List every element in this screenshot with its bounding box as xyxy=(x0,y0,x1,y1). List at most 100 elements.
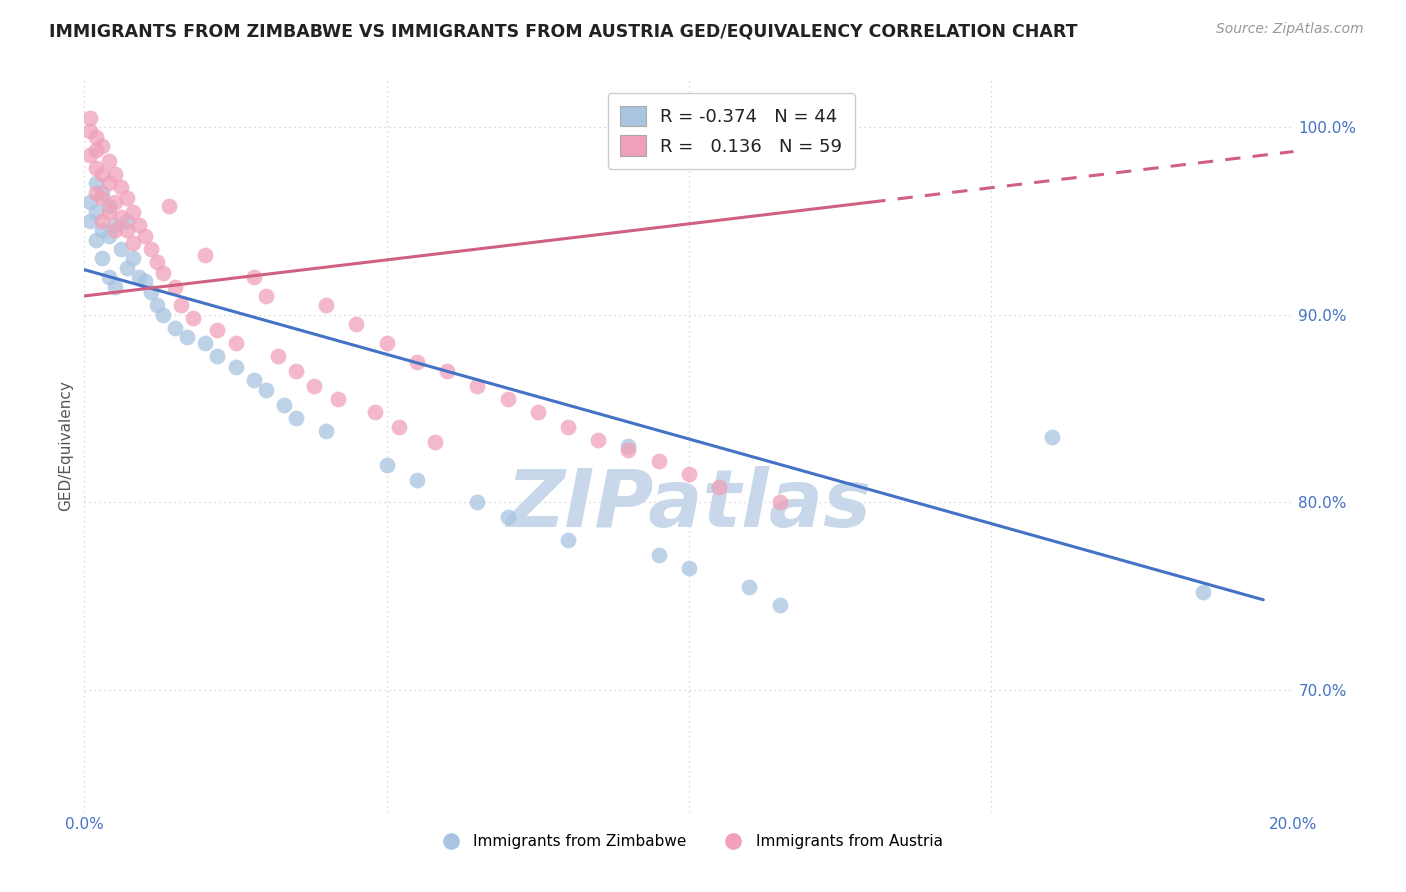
Point xyxy=(181,311,204,326)
Point xyxy=(86,233,108,247)
Point xyxy=(315,424,337,438)
Point xyxy=(194,248,217,262)
Point xyxy=(110,180,132,194)
Point xyxy=(678,467,700,482)
Legend: Immigrants from Zimbabwe, Immigrants from Austria: Immigrants from Zimbabwe, Immigrants fro… xyxy=(429,828,949,855)
Point xyxy=(225,335,247,350)
Point xyxy=(152,308,174,322)
Point xyxy=(97,153,120,168)
Point xyxy=(121,236,143,251)
Point xyxy=(678,561,700,575)
Point xyxy=(436,364,458,378)
Point xyxy=(285,410,308,425)
Point xyxy=(1192,585,1215,599)
Point xyxy=(79,195,101,210)
Point xyxy=(388,420,411,434)
Point xyxy=(86,129,108,144)
Point xyxy=(406,354,429,368)
Point xyxy=(315,298,337,312)
Point xyxy=(406,473,429,487)
Point xyxy=(146,255,169,269)
Point xyxy=(79,111,101,125)
Point xyxy=(86,186,108,200)
Point xyxy=(97,204,120,219)
Point xyxy=(79,214,101,228)
Point xyxy=(104,195,127,210)
Point xyxy=(709,480,731,494)
Point xyxy=(104,223,127,237)
Point xyxy=(302,379,325,393)
Point xyxy=(152,267,174,281)
Text: Source: ZipAtlas.com: Source: ZipAtlas.com xyxy=(1216,22,1364,37)
Point xyxy=(86,204,108,219)
Point xyxy=(121,204,143,219)
Point xyxy=(104,218,127,232)
Point xyxy=(194,335,217,350)
Point xyxy=(91,167,114,181)
Point xyxy=(134,274,156,288)
Point xyxy=(104,279,127,293)
Point xyxy=(115,191,138,205)
Point xyxy=(91,186,114,200)
Point xyxy=(617,442,640,457)
Point xyxy=(467,379,489,393)
Point xyxy=(267,349,290,363)
Point xyxy=(254,289,277,303)
Point xyxy=(104,167,127,181)
Point xyxy=(157,199,180,213)
Point xyxy=(86,161,108,176)
Point xyxy=(115,214,138,228)
Point xyxy=(139,242,162,256)
Point xyxy=(146,298,169,312)
Point xyxy=(79,148,101,162)
Point xyxy=(91,139,114,153)
Point xyxy=(207,349,229,363)
Point xyxy=(121,252,143,266)
Point xyxy=(375,458,398,472)
Point xyxy=(363,405,385,419)
Point xyxy=(91,223,114,237)
Point xyxy=(91,214,114,228)
Point xyxy=(97,270,120,285)
Point xyxy=(170,298,193,312)
Point xyxy=(273,398,295,412)
Point xyxy=(285,364,308,378)
Point xyxy=(97,229,120,244)
Point xyxy=(738,580,761,594)
Point xyxy=(527,405,550,419)
Point xyxy=(86,143,108,157)
Text: IMMIGRANTS FROM ZIMBABWE VS IMMIGRANTS FROM AUSTRIA GED/EQUIVALENCY CORRELATION : IMMIGRANTS FROM ZIMBABWE VS IMMIGRANTS F… xyxy=(49,22,1078,40)
Point xyxy=(496,392,519,406)
Point xyxy=(165,279,187,293)
Point xyxy=(139,285,162,300)
Point xyxy=(207,323,229,337)
Point xyxy=(128,218,150,232)
Point xyxy=(467,495,489,509)
Point xyxy=(1040,429,1063,443)
Point xyxy=(110,210,132,224)
Point xyxy=(769,495,792,509)
Point xyxy=(176,330,198,344)
Text: ZIPatlas: ZIPatlas xyxy=(506,466,872,543)
Y-axis label: GED/Equivalency: GED/Equivalency xyxy=(58,381,73,511)
Point xyxy=(557,533,579,547)
Point xyxy=(115,223,138,237)
Point xyxy=(648,454,671,468)
Point xyxy=(242,270,264,285)
Point xyxy=(423,435,446,450)
Point xyxy=(588,434,610,448)
Point xyxy=(769,599,792,613)
Point xyxy=(86,177,108,191)
Point xyxy=(97,177,120,191)
Point xyxy=(91,191,114,205)
Point xyxy=(97,199,120,213)
Point xyxy=(110,242,132,256)
Point xyxy=(115,260,138,275)
Point xyxy=(128,270,150,285)
Point xyxy=(91,252,114,266)
Point xyxy=(557,420,579,434)
Point xyxy=(79,124,101,138)
Point xyxy=(225,360,247,375)
Point xyxy=(165,321,187,335)
Point xyxy=(617,439,640,453)
